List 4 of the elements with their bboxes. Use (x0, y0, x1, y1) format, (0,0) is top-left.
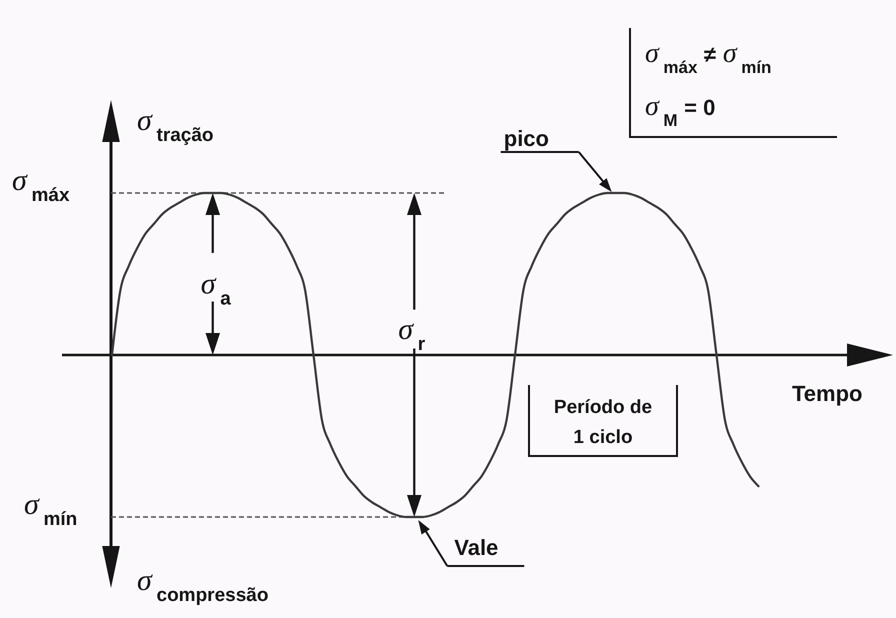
text: pico (504, 126, 549, 151)
x-axis-title: Tempo (792, 381, 862, 406)
text: Vale (454, 535, 498, 560)
annotation: Período de 1 ciclo (554, 397, 652, 448)
